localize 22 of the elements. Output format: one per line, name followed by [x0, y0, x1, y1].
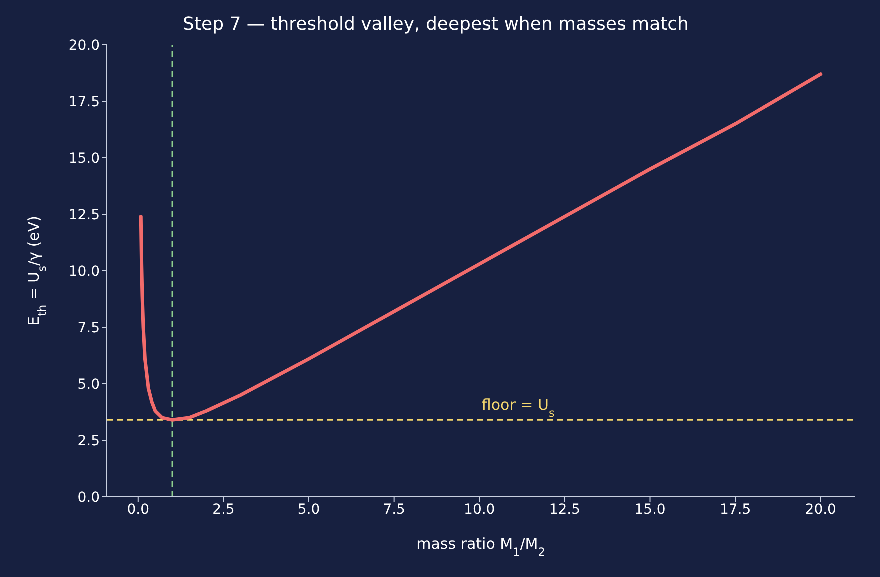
- ref-line-label: floor = U$_{s}$: [482, 396, 555, 420]
- x-tick-label: 0.0: [127, 502, 150, 518]
- x-tick-label: 10.0: [464, 502, 496, 518]
- y-tick-label: 0.0: [78, 490, 100, 506]
- x-tick-label: 17.5: [720, 502, 752, 518]
- x-axis-title: mass ratio M$_{1}$/M$_{2}$: [416, 535, 546, 558]
- line-series: [139, 72, 823, 422]
- x-tick-label: 20.0: [805, 502, 836, 518]
- x-tick-label: 12.5: [549, 502, 581, 518]
- y-tick-label: 7.5: [78, 320, 100, 336]
- y-tick-label: 10.0: [68, 264, 100, 280]
- y-tick-label: 17.5: [68, 94, 100, 110]
- y-tick-label: 20.0: [68, 38, 100, 54]
- x-tick-label: 5.0: [298, 502, 320, 518]
- chart-title: Step 7 — threshold valley, deepest when masses match: [183, 14, 689, 35]
- y-tick-label: 12.5: [68, 207, 100, 224]
- y-tick-label: 5.0: [78, 376, 100, 393]
- y-tick-label: 2.5: [78, 433, 100, 450]
- y-tick-label: 15.0: [68, 150, 100, 167]
- x-tick-label: 7.5: [383, 502, 406, 518]
- x-tick-label: 2.5: [212, 502, 235, 518]
- x-tick-label: 15.0: [634, 502, 666, 518]
